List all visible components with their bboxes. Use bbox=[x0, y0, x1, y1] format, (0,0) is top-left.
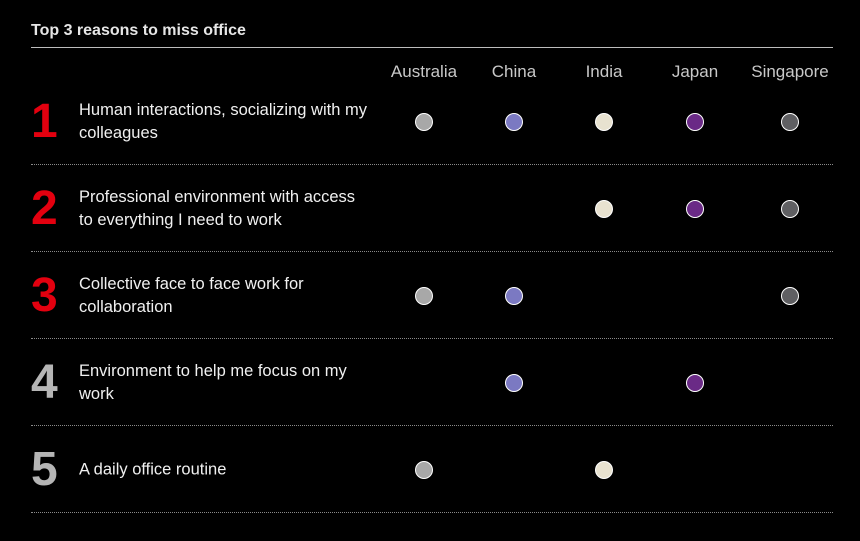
table-row: 5 A daily office routine bbox=[31, 426, 833, 513]
column-header-india: India bbox=[585, 62, 623, 81]
dot-china bbox=[505, 373, 523, 392]
reason-label: Professional environment with access to … bbox=[79, 187, 356, 229]
dot-japan bbox=[686, 112, 704, 131]
dot-india bbox=[595, 460, 613, 479]
dot-singapore bbox=[781, 112, 799, 131]
column-header-china: China bbox=[491, 62, 537, 81]
rank-number: 3 bbox=[31, 268, 58, 322]
row-divider bbox=[31, 425, 833, 426]
column-header-australia: Australia bbox=[390, 62, 458, 81]
dot-india bbox=[595, 199, 613, 218]
rank-number: 5 bbox=[31, 442, 58, 496]
chart-title: Top 3 reasons to miss office bbox=[31, 22, 246, 39]
dot-china bbox=[505, 286, 523, 305]
title-divider bbox=[31, 47, 833, 48]
table-row: 1 Human interactions, socializing with my… bbox=[31, 78, 833, 165]
reason-label: Human interactions, socializing with my … bbox=[79, 100, 367, 142]
reason-label: A daily office routine bbox=[79, 460, 227, 478]
dot-australia bbox=[415, 112, 433, 131]
column-header-japan: Japan bbox=[671, 62, 719, 81]
reason-label: Environment to help me focus on my work bbox=[79, 361, 347, 403]
reason-label: Collective face to face work for collabo… bbox=[79, 274, 304, 316]
row-divider bbox=[31, 512, 833, 513]
dot-australia bbox=[415, 286, 433, 305]
table-row: 4 Environment to help me focus on my work bbox=[31, 339, 833, 426]
rank-number: 2 bbox=[31, 181, 58, 235]
row-divider bbox=[31, 251, 833, 252]
row-divider bbox=[31, 338, 833, 339]
dot-japan bbox=[686, 373, 704, 392]
dot-australia bbox=[415, 460, 433, 479]
dot-japan bbox=[686, 199, 704, 218]
dot-india bbox=[595, 112, 613, 131]
dot-singapore bbox=[781, 199, 799, 218]
table-row: 2 Professional environment with access to… bbox=[31, 165, 833, 252]
rank-number: 1 bbox=[31, 94, 58, 148]
table-row: 3 Collective face to face work for collab… bbox=[31, 252, 833, 339]
row-divider bbox=[31, 164, 833, 165]
rank-number: 4 bbox=[31, 355, 58, 409]
dot-singapore bbox=[781, 286, 799, 305]
column-header-singapore: Singapore bbox=[751, 62, 829, 81]
dot-china bbox=[505, 112, 523, 131]
